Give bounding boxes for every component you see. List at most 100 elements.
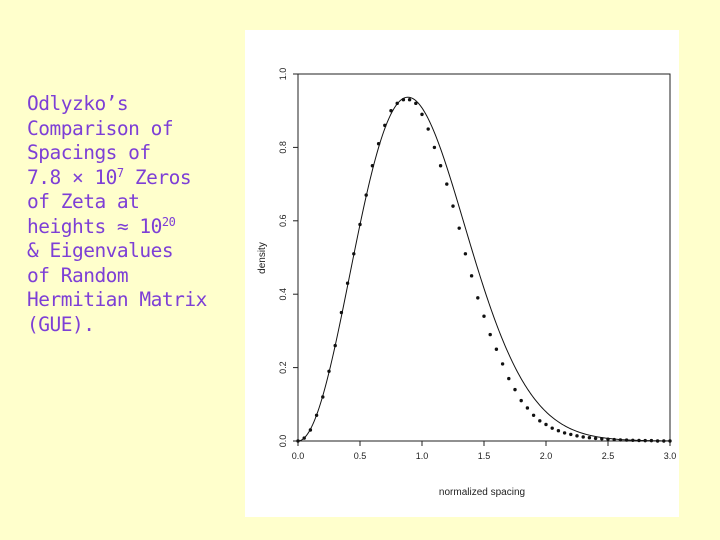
data-point xyxy=(414,101,418,106)
data-point xyxy=(575,434,579,438)
caption-line: Spacings of xyxy=(27,141,242,166)
caption-line: 7.8 × 107 Zeros xyxy=(27,166,242,191)
caption-line: of Zeta at xyxy=(27,190,242,215)
x-tick-label: 0.0 xyxy=(292,451,305,461)
y-tick-label: 0.0 xyxy=(278,435,288,448)
data-point xyxy=(488,332,492,337)
data-point xyxy=(376,142,381,146)
caption-line-text: Odlyzko’s xyxy=(27,92,129,115)
data-point xyxy=(364,193,368,197)
data-point xyxy=(327,369,331,373)
zeta-spacing-points xyxy=(296,97,672,443)
caption-line-text: & Eigenvalues xyxy=(27,239,174,262)
data-point xyxy=(476,296,480,300)
caption-line: of Random xyxy=(27,264,242,289)
data-point xyxy=(432,145,437,150)
data-point xyxy=(655,439,660,443)
data-point xyxy=(649,438,654,443)
caption-line-text: Hermitian Matrix xyxy=(27,288,207,311)
data-point xyxy=(538,419,542,423)
x-axis-label: normalized spacing xyxy=(439,487,525,498)
data-point xyxy=(513,387,517,392)
data-point xyxy=(500,362,505,366)
x-tick-label: 1.0 xyxy=(416,451,429,461)
caption-line: (GUE). xyxy=(27,313,242,338)
y-tick-label: 0.4 xyxy=(278,288,288,301)
y-tick-label: 1.0 xyxy=(278,68,288,81)
data-point xyxy=(463,252,468,256)
data-point xyxy=(606,437,610,441)
caption-line-text: (GUE). xyxy=(27,312,95,336)
caption-superscript: 20 xyxy=(161,214,176,229)
caption-line: Comparison of xyxy=(27,117,242,142)
x-tick-label: 3.0 xyxy=(664,451,677,461)
data-point xyxy=(339,310,344,315)
data-point xyxy=(624,438,629,442)
x-tick-label: 1.5 xyxy=(478,451,491,461)
data-point xyxy=(370,164,375,168)
data-point xyxy=(401,97,406,102)
data-point xyxy=(314,413,319,418)
x-tick-label: 2.5 xyxy=(602,451,615,461)
data-point xyxy=(569,432,573,437)
data-point xyxy=(525,406,530,410)
data-point xyxy=(643,438,647,443)
data-point xyxy=(668,439,672,443)
data-point xyxy=(420,112,424,117)
data-point xyxy=(587,435,592,440)
chart-panel: 0.0 0.2 0.4 0.6 0.8 1.0 0.0 0.5 1.0 1.5 2.0 2.5 3.0… xyxy=(245,30,679,517)
data-point xyxy=(358,222,362,227)
y-tick-label: 0.6 xyxy=(278,215,288,228)
data-point xyxy=(345,281,350,285)
caption-line-tail: Zeros xyxy=(123,165,192,189)
data-point xyxy=(302,436,306,440)
data-point xyxy=(482,314,486,318)
y-tick-label: 0.2 xyxy=(278,361,288,374)
y-axis-label: density xyxy=(257,242,268,274)
data-point xyxy=(438,164,443,168)
data-point xyxy=(637,438,641,443)
data-point xyxy=(662,439,666,443)
data-point xyxy=(519,398,523,403)
data-point xyxy=(507,376,511,381)
data-point xyxy=(581,435,585,439)
caption-line-text: heights ≈ 10 xyxy=(27,214,162,238)
data-point xyxy=(556,429,561,433)
density-chart: 0.0 0.2 0.4 0.6 0.8 1.0 0.0 0.5 1.0 1.5 2.0 2.5 3.0… xyxy=(257,68,677,498)
caption-line: Hermitian Matrix xyxy=(27,288,242,313)
data-point xyxy=(631,438,635,442)
data-point xyxy=(600,437,604,441)
data-point xyxy=(494,347,499,351)
data-point xyxy=(445,182,449,186)
data-point xyxy=(531,413,536,418)
x-axis: 0.0 0.5 1.0 1.5 2.0 2.5 3.0 xyxy=(292,441,677,461)
data-point xyxy=(550,426,554,430)
caption-line-text: Comparison of xyxy=(27,116,174,140)
caption-line-text: of Zeta at xyxy=(27,190,140,213)
data-point xyxy=(451,204,455,208)
data-point xyxy=(321,395,325,399)
data-point xyxy=(333,343,337,348)
plot-frame xyxy=(297,73,671,442)
caption-line: Odlyzko’s xyxy=(27,92,242,117)
data-point xyxy=(308,428,313,432)
caption-line: & Eigenvalues xyxy=(27,239,242,264)
caption-line-text: 7.8 × 10 xyxy=(27,165,117,189)
data-point xyxy=(426,127,430,131)
y-axis: 0.0 0.2 0.4 0.6 0.8 1.0 xyxy=(278,68,298,448)
caption-text: Odlyzko’s Comparison of Spacings of 7.8 × 1… xyxy=(27,92,242,337)
caption-superscript: 7 xyxy=(116,165,124,180)
data-point xyxy=(612,437,616,442)
caption-line: heights ≈ 1020 xyxy=(27,215,242,240)
y-tick-label: 0.8 xyxy=(278,141,288,154)
gue-curve xyxy=(297,96,671,442)
data-point xyxy=(407,97,412,102)
caption-line-text: of Random xyxy=(27,263,129,287)
data-point xyxy=(395,101,399,106)
data-point xyxy=(457,226,461,230)
caption-line-text: Spacings of xyxy=(27,141,151,164)
x-tick-label: 2.0 xyxy=(540,451,553,461)
data-point xyxy=(296,439,300,443)
data-point xyxy=(383,123,387,128)
x-tick-label: 0.5 xyxy=(354,451,367,461)
